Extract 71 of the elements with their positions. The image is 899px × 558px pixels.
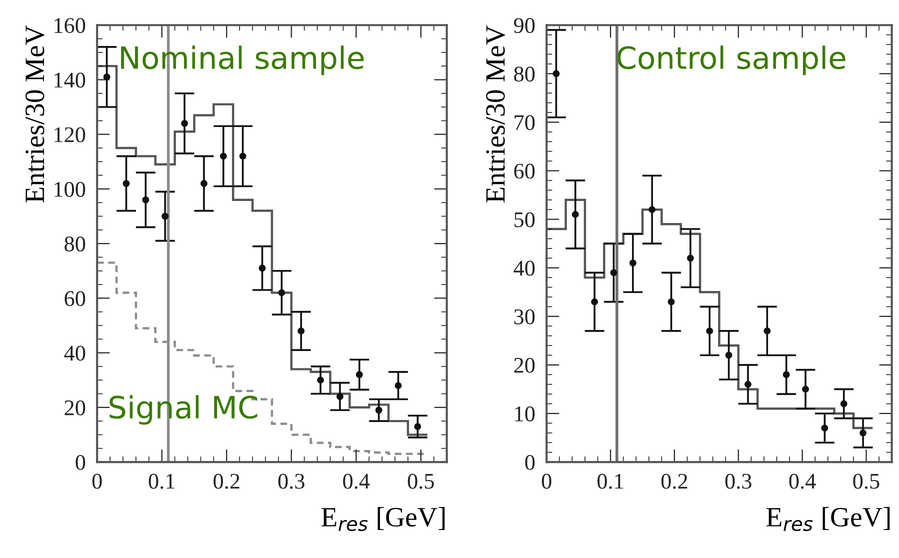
- x-tick-label: 0.2: [214, 474, 240, 489]
- point: [181, 120, 188, 127]
- y-tick-label: 0: [525, 454, 535, 470]
- point: [336, 393, 344, 400]
- y-tick-label: 20: [514, 358, 535, 373]
- y-tick-label: 80: [64, 236, 86, 252]
- x-axis-title: E$_{res}$ [GeV]: [321, 507, 445, 532]
- point: [103, 74, 110, 80]
- y-tick-label: 90: [514, 18, 535, 34]
- y-tick-label: 100: [54, 182, 86, 197]
- x-tick-label: 0: [542, 474, 552, 489]
- point: [414, 423, 422, 430]
- point: [239, 152, 246, 160]
- point: [356, 371, 363, 378]
- point: [821, 424, 828, 432]
- x-axis-title: E$_{res}$ [GeV]: [766, 507, 890, 532]
- point: [375, 406, 382, 414]
- x-tick-label: 0.5: [408, 474, 434, 489]
- point: [706, 327, 714, 334]
- annotation: Signal MC: [110, 395, 258, 425]
- point: [591, 298, 598, 306]
- x-tick-label: 0.5: [853, 474, 880, 489]
- point: [629, 260, 636, 266]
- point: [278, 289, 286, 296]
- y-tick-label: 70: [514, 115, 535, 130]
- y-tick-label: 20: [64, 400, 86, 416]
- y-tick-label: 0: [76, 454, 86, 470]
- y-axis-title: Entries/30 MeV: [25, 25, 44, 203]
- point: [220, 152, 227, 160]
- point: [648, 206, 656, 214]
- y-tick-label: 80: [514, 66, 535, 82]
- x-tick-label: 0.1: [148, 474, 174, 489]
- point: [298, 327, 305, 334]
- y-tick-label: 140: [54, 72, 86, 88]
- point: [782, 371, 790, 378]
- point: [162, 212, 169, 220]
- point: [552, 70, 560, 78]
- y-tick-label: 40: [64, 346, 86, 361]
- point: [394, 382, 402, 390]
- point: [572, 210, 579, 218]
- point: [122, 180, 130, 187]
- point: [686, 254, 694, 262]
- point: [764, 327, 771, 334]
- point: [142, 196, 150, 204]
- annotation: Nominal sample: [121, 46, 364, 76]
- y-tick-label: 60: [514, 164, 535, 179]
- point: [668, 298, 675, 306]
- point: [258, 264, 266, 272]
- point: [317, 376, 324, 384]
- x-tick-label: 0.3: [725, 474, 752, 489]
- point: [200, 180, 208, 187]
- point: [802, 386, 809, 393]
- y-tick-label: 120: [54, 127, 86, 142]
- x-tick-label: 0.4: [343, 474, 370, 489]
- y-tick-label: 10: [515, 406, 535, 422]
- x-tick-label: 0.3: [278, 474, 304, 489]
- y-tick-label: 50: [514, 212, 535, 228]
- point: [725, 352, 732, 359]
- x-tick-label: 0.4: [789, 474, 816, 489]
- x-tick-label: 0.2: [661, 474, 688, 489]
- point: [610, 269, 618, 276]
- point: [840, 400, 848, 408]
- x-tick-label: 0.1: [597, 474, 624, 489]
- point: [860, 429, 867, 436]
- point: [744, 380, 752, 388]
- y-axis-title: Entries/30 MeV: [486, 25, 505, 203]
- x-tick-label: 0: [92, 474, 102, 489]
- y-tick-label: 60: [64, 291, 86, 306]
- y-tick-label: 30: [514, 309, 535, 324]
- y-tick-label: 160: [54, 18, 86, 34]
- y-tick-label: 40: [514, 260, 535, 276]
